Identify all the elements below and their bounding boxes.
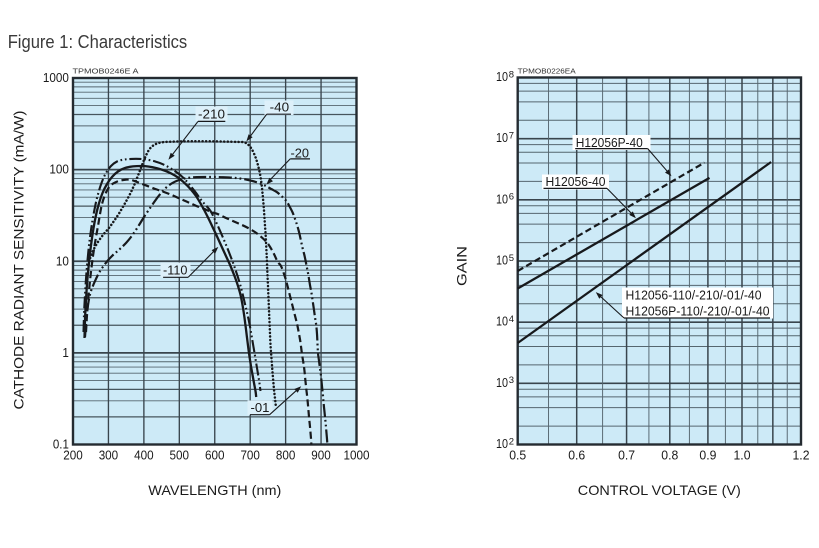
svg-text:-20: -20 <box>291 145 310 160</box>
svg-text:10: 10 <box>56 253 69 268</box>
svg-text:10: 10 <box>496 69 508 84</box>
svg-text:-110: -110 <box>163 262 187 277</box>
svg-text:H12056P-40: H12056P-40 <box>576 135 643 150</box>
svg-text:CATHODE RADIANT SENSITIVITY (m: CATHODE RADIANT SENSITIVITY (mA/W) <box>11 111 27 410</box>
svg-text:TPMOB0246E A: TPMOB0246E A <box>73 68 139 75</box>
svg-text:3: 3 <box>509 375 514 386</box>
svg-text:700: 700 <box>240 448 260 463</box>
svg-text:500: 500 <box>170 448 190 463</box>
svg-text:1: 1 <box>62 345 69 360</box>
svg-text:10: 10 <box>496 314 508 329</box>
svg-text:H12056-40: H12056-40 <box>546 174 606 189</box>
svg-text:900: 900 <box>311 448 331 463</box>
svg-text:0.8: 0.8 <box>661 448 678 463</box>
svg-text:CONTROL VOLTAGE (V): CONTROL VOLTAGE (V) <box>578 482 741 498</box>
svg-text:10: 10 <box>496 375 508 390</box>
svg-text:200: 200 <box>63 448 83 463</box>
svg-text:0.7: 0.7 <box>618 448 635 463</box>
svg-text:-40: -40 <box>270 100 290 115</box>
svg-text:0.1: 0.1 <box>53 437 69 452</box>
svg-text:-210: -210 <box>198 106 225 121</box>
svg-text:H12056-110/-210/-01/-40: H12056-110/-210/-01/-40 <box>626 287 762 302</box>
svg-text:300: 300 <box>99 448 119 463</box>
svg-text:1.2: 1.2 <box>793 448 810 463</box>
svg-text:7: 7 <box>509 131 514 142</box>
svg-text:8: 8 <box>509 69 514 80</box>
svg-text:0.6: 0.6 <box>568 448 585 463</box>
svg-text:H12056P-110/-210/-01/-40: H12056P-110/-210/-01/-40 <box>626 304 770 319</box>
svg-text:10: 10 <box>496 191 508 206</box>
svg-text:400: 400 <box>134 448 154 463</box>
svg-text:6: 6 <box>509 192 514 203</box>
svg-text:0.9: 0.9 <box>699 448 716 463</box>
svg-text:-01: -01 <box>251 400 270 415</box>
svg-text:GAIN: GAIN <box>454 246 470 286</box>
svg-text:10: 10 <box>496 130 508 145</box>
svg-text:TPMOB0226EA: TPMOB0226EA <box>518 68 576 75</box>
svg-text:0.5: 0.5 <box>509 448 526 463</box>
svg-text:Figure 1: Characteristics: Figure 1: Characteristics <box>8 31 188 52</box>
svg-text:WAVELENGTH (nm): WAVELENGTH (nm) <box>148 482 281 498</box>
svg-text:10: 10 <box>496 253 508 268</box>
svg-text:2: 2 <box>509 436 514 447</box>
svg-text:10: 10 <box>496 436 508 451</box>
svg-text:5: 5 <box>509 253 514 264</box>
svg-text:600: 600 <box>205 448 225 463</box>
svg-text:1.0: 1.0 <box>734 448 751 463</box>
svg-text:800: 800 <box>276 448 296 463</box>
svg-text:100: 100 <box>49 162 69 177</box>
svg-text:1000: 1000 <box>43 70 69 85</box>
svg-text:4: 4 <box>509 314 514 325</box>
svg-text:1000: 1000 <box>344 448 370 463</box>
